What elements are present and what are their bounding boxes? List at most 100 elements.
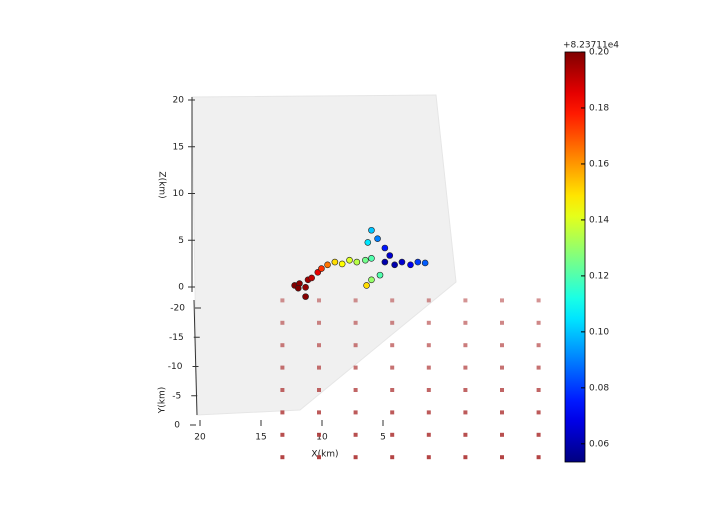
station (536, 410, 541, 415)
colorbar-tick-label: 0.18 (589, 103, 609, 113)
station (280, 388, 285, 392)
station (463, 388, 468, 392)
event (324, 261, 331, 269)
event (318, 265, 325, 272)
station (500, 298, 504, 303)
z-tick-label: 10 (173, 189, 185, 199)
event (338, 260, 346, 268)
event (308, 274, 315, 282)
station (353, 432, 358, 437)
colorbar (564, 51, 586, 463)
colorbar-tick-label: 0.06 (589, 439, 609, 449)
station (353, 455, 358, 460)
station (426, 455, 431, 460)
y-axis-label: Y(km) (158, 387, 168, 415)
station (536, 455, 541, 460)
z-tick-label: 15 (173, 142, 184, 152)
event (302, 283, 309, 291)
event (362, 256, 369, 264)
z-tick-label: 5 (178, 236, 184, 246)
z-tick-label: 20 (173, 96, 185, 106)
y-tick-label: -15 (169, 333, 184, 343)
station (536, 388, 541, 392)
station (317, 298, 321, 303)
station (390, 455, 395, 460)
station (317, 388, 321, 392)
event (374, 235, 381, 242)
station (280, 432, 285, 437)
event (381, 258, 389, 266)
station (500, 455, 504, 460)
colorbar-tick-label: 0.08 (589, 383, 609, 393)
station (390, 410, 395, 415)
station (353, 298, 358, 303)
station (536, 320, 541, 325)
station (390, 432, 395, 437)
x-tick-label: 20 (194, 433, 206, 443)
colorbar-tick-label: 0.12 (589, 271, 609, 281)
station (317, 320, 321, 325)
station (500, 343, 504, 348)
station (426, 388, 431, 392)
z-tick-label: 0 (178, 283, 184, 293)
x-tick-label: 15 (255, 433, 266, 443)
station (426, 298, 431, 303)
station (353, 365, 358, 370)
colorbar-tick-label: 0.20 (589, 48, 609, 58)
colorbar-offset: +8.23711e4 (563, 41, 619, 51)
event (368, 226, 375, 234)
colorbar-tick-label: 0.14 (589, 215, 609, 225)
station (536, 365, 541, 370)
station (500, 365, 504, 370)
z-axis-label: Z(km) (157, 171, 167, 198)
event (346, 256, 353, 264)
station (426, 320, 431, 325)
station (536, 298, 541, 303)
station (463, 365, 468, 370)
station (500, 432, 504, 437)
station (426, 432, 431, 437)
x-tick-label: 5 (380, 433, 386, 443)
y-tick-label: -5 (172, 391, 181, 401)
station (463, 410, 468, 415)
event (294, 284, 302, 292)
x-axis-label: X(km) (311, 450, 338, 460)
event (376, 271, 384, 279)
station (317, 343, 321, 348)
colorbar-tick-label: 0.10 (589, 327, 609, 337)
station (390, 365, 395, 370)
event (398, 258, 406, 266)
station (500, 388, 504, 392)
x-tick-label: 10 (316, 433, 328, 443)
event (414, 258, 422, 266)
station (280, 320, 285, 325)
y-tick-label: 0 (174, 421, 180, 431)
station (353, 343, 358, 348)
station (426, 343, 431, 348)
station (536, 432, 541, 437)
station (426, 365, 431, 370)
station (317, 365, 321, 370)
event (353, 258, 361, 266)
station (463, 320, 468, 325)
station (536, 343, 541, 348)
station (280, 410, 285, 415)
axis-pane (191, 94, 457, 416)
station (463, 455, 468, 460)
y-tick-label: -10 (168, 362, 183, 372)
station (353, 388, 358, 392)
event (368, 254, 375, 262)
station (463, 432, 468, 437)
station (426, 410, 431, 415)
event (331, 258, 339, 266)
station (353, 320, 358, 325)
station (390, 298, 395, 303)
event (368, 276, 375, 284)
station (353, 410, 358, 415)
station (317, 410, 321, 415)
colorbar-tick-label: 0.16 (589, 159, 609, 169)
y-tick-label: -20 (170, 304, 185, 314)
event (363, 282, 370, 289)
station (317, 455, 321, 460)
station (317, 432, 321, 437)
